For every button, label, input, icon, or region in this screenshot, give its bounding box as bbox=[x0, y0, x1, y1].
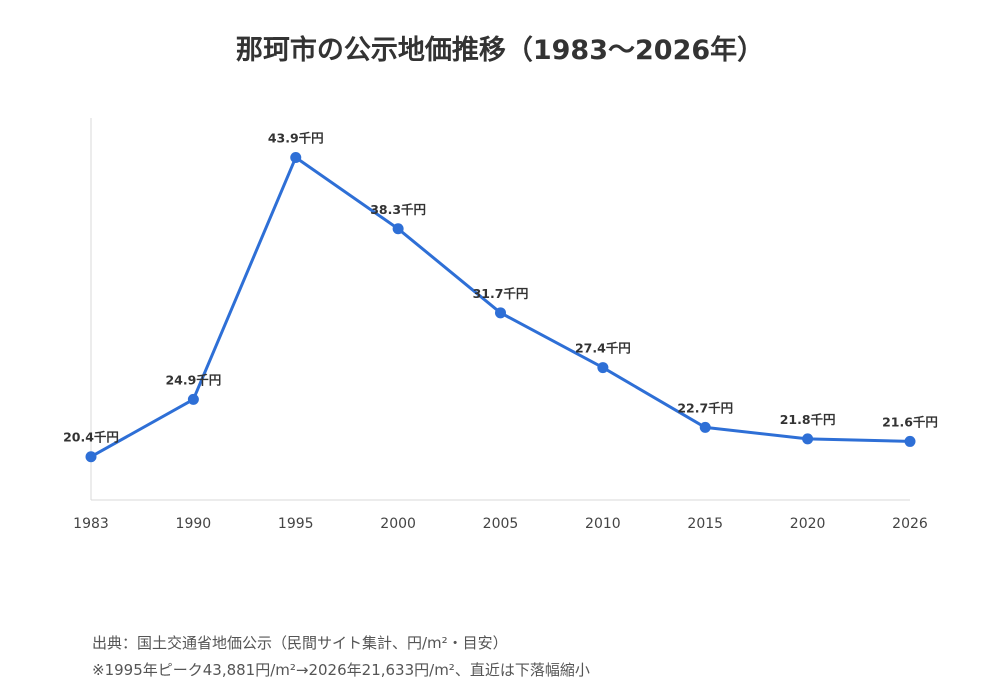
x-tick-label: 2020 bbox=[790, 516, 826, 532]
data-point bbox=[187, 393, 199, 405]
data-label: 24.9千円 bbox=[165, 372, 221, 387]
data-label: 22.7千円 bbox=[677, 400, 733, 415]
data-label: 21.6千円 bbox=[882, 414, 938, 429]
summary-note: ※1995年ピーク43,881円/m²→2026年21,633円/m²、直近は下… bbox=[92, 661, 590, 679]
data-label: 43.9千円 bbox=[268, 130, 324, 145]
data-point bbox=[904, 435, 916, 447]
x-tick-label: 2015 bbox=[687, 516, 723, 532]
data-point bbox=[392, 223, 404, 235]
data-label: 27.4千円 bbox=[575, 341, 631, 356]
x-tick-label: 1995 bbox=[278, 516, 314, 532]
x-tick-label: 2005 bbox=[483, 516, 519, 532]
data-point bbox=[597, 362, 609, 374]
data-label: 21.8千円 bbox=[780, 412, 836, 427]
data-point bbox=[495, 307, 506, 319]
data-point bbox=[290, 151, 302, 163]
x-tick-label: 1990 bbox=[176, 516, 212, 532]
x-tick-label: 2010 bbox=[585, 516, 621, 532]
data-point bbox=[85, 451, 97, 463]
data-label: 38.3千円 bbox=[370, 202, 426, 217]
chart-title: 那珂市の公示地価推移（1983〜2026年） bbox=[235, 35, 765, 66]
data-label: 31.7千円 bbox=[473, 286, 529, 301]
x-tick-label: 2000 bbox=[380, 516, 416, 532]
source-note: 出典：国土交通省地価公示（民間サイト集計、円/m²・目安） bbox=[92, 634, 508, 652]
data-point bbox=[699, 421, 711, 433]
x-tick-label: 1983 bbox=[73, 516, 109, 532]
data-label: 20.4千円 bbox=[63, 430, 119, 445]
x-tick-label: 2026 bbox=[892, 516, 928, 532]
data-point bbox=[802, 433, 814, 445]
